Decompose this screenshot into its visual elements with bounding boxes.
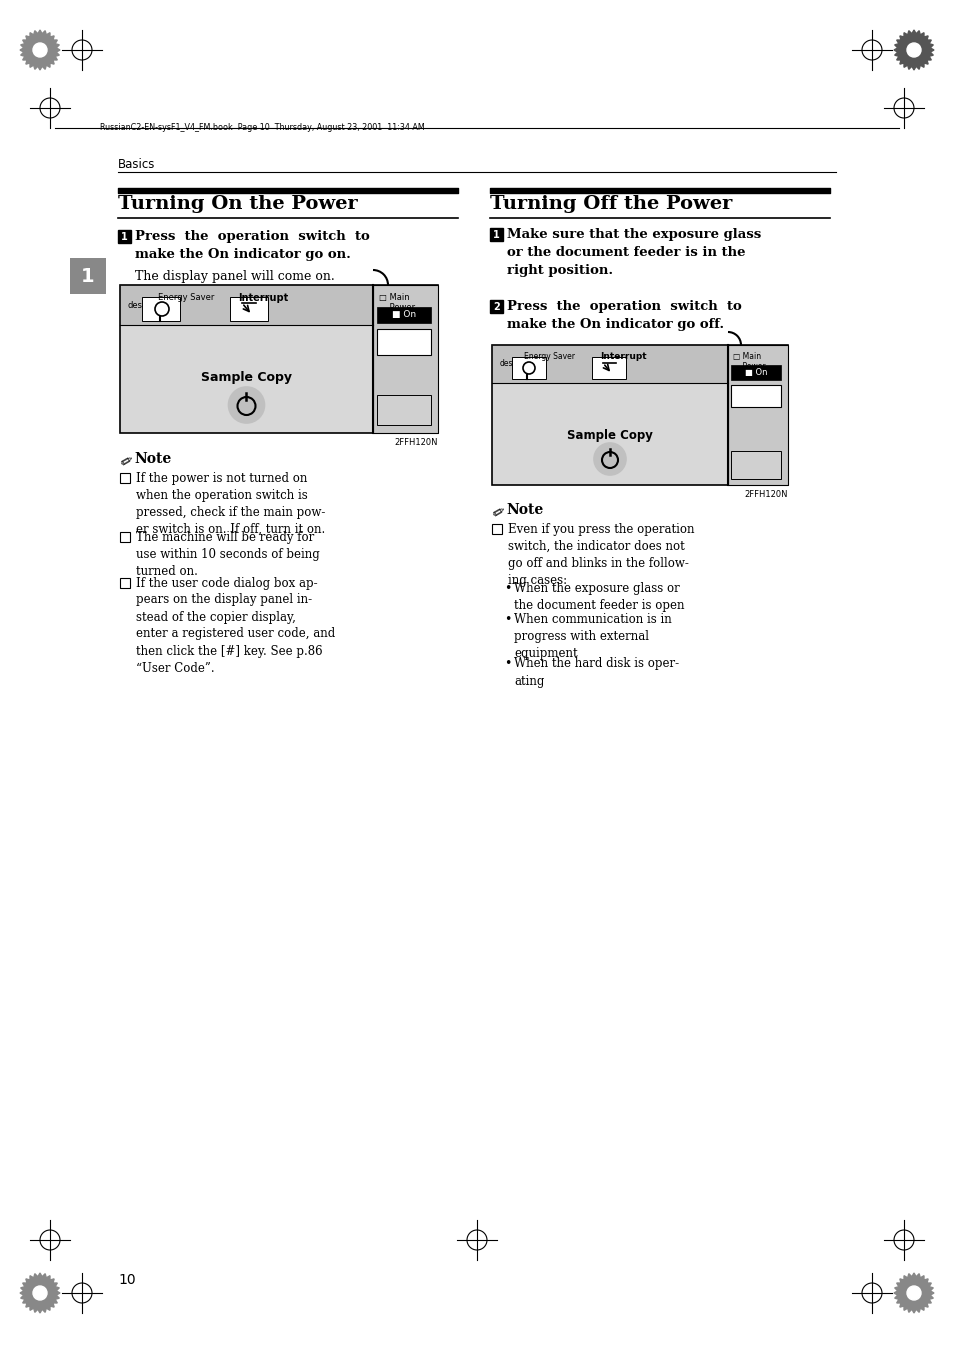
Bar — [70, 257, 106, 294]
Text: Make sure that the exposure glass
or the document feeder is in the
right positio: Make sure that the exposure glass or the… — [506, 228, 760, 276]
Circle shape — [906, 43, 920, 57]
Text: The display panel will come on.: The display panel will come on. — [135, 270, 335, 283]
Text: Interrupt: Interrupt — [237, 293, 288, 303]
Text: When the exposure glass or
the document feeder is open: When the exposure glass or the document … — [514, 582, 684, 612]
Text: 1: 1 — [121, 232, 128, 241]
Text: Press  the  operation  switch  to
make the On indicator go off.: Press the operation switch to make the O… — [506, 301, 741, 332]
Text: □ Main: □ Main — [378, 293, 409, 302]
Bar — [376, 307, 431, 324]
Bar — [492, 345, 727, 383]
Bar — [142, 297, 180, 321]
Polygon shape — [20, 1273, 60, 1313]
Text: des: des — [499, 360, 513, 368]
Text: If the user code dialog box ap-
pears on the display panel in-
stead of the copi: If the user code dialog box ap- pears on… — [136, 577, 335, 674]
Bar — [490, 228, 502, 241]
Text: The machine will be ready for
use within 10 seconds of being
turned on.: The machine will be ready for use within… — [136, 531, 319, 578]
Text: Sample Copy: Sample Copy — [201, 372, 292, 384]
Text: 10: 10 — [118, 1273, 135, 1287]
Bar — [492, 345, 787, 485]
Text: ■ On: ■ On — [744, 368, 766, 377]
Text: 2FFH120N: 2FFH120N — [743, 491, 787, 499]
Bar — [120, 284, 437, 433]
Text: Note: Note — [505, 503, 542, 518]
Text: 2FFH120N: 2FFH120N — [395, 438, 437, 448]
Bar — [730, 386, 781, 407]
Circle shape — [594, 443, 625, 474]
Circle shape — [229, 387, 264, 423]
Text: •: • — [503, 658, 511, 670]
Text: □ Main: □ Main — [732, 352, 760, 361]
Bar — [492, 524, 501, 534]
Text: Turning Off the Power: Turning Off the Power — [490, 195, 732, 213]
Text: Note: Note — [133, 452, 172, 466]
Text: des: des — [128, 301, 143, 310]
Polygon shape — [20, 30, 60, 70]
Text: Turning On the Power: Turning On the Power — [118, 195, 357, 213]
Bar — [118, 231, 131, 243]
Bar — [120, 284, 373, 325]
Text: Energy Saver: Energy Saver — [523, 352, 575, 361]
Text: 2: 2 — [493, 302, 499, 311]
Text: Basics: Basics — [118, 158, 155, 171]
Bar — [727, 345, 787, 485]
Text: •: • — [503, 582, 511, 594]
Text: If the power is not turned on
when the operation switch is
pressed, check if the: If the power is not turned on when the o… — [136, 472, 325, 537]
Bar — [120, 532, 130, 542]
Circle shape — [33, 1286, 47, 1299]
Circle shape — [906, 1286, 920, 1299]
Bar — [373, 284, 437, 433]
Text: Power: Power — [378, 303, 415, 311]
Polygon shape — [893, 1273, 933, 1313]
Circle shape — [33, 43, 47, 57]
Bar — [376, 395, 431, 425]
Bar — [730, 365, 781, 380]
Bar — [490, 301, 502, 313]
Bar — [120, 577, 130, 588]
Text: 1: 1 — [81, 267, 94, 286]
Text: Power: Power — [732, 363, 765, 371]
Text: Press  the  operation  switch  to
make the On indicator go on.: Press the operation switch to make the O… — [135, 231, 370, 262]
Text: When the hard disk is oper-
ating: When the hard disk is oper- ating — [514, 658, 679, 687]
Bar — [120, 473, 130, 483]
Polygon shape — [893, 30, 933, 70]
Text: ✏: ✏ — [118, 452, 136, 472]
Text: ✏: ✏ — [490, 503, 508, 523]
Text: When communication is in
progress with external
equipment: When communication is in progress with e… — [514, 613, 671, 661]
Text: 1: 1 — [493, 229, 499, 240]
Bar — [592, 357, 625, 379]
Bar — [730, 452, 781, 479]
Bar — [512, 357, 545, 379]
Bar — [230, 297, 268, 321]
Text: •: • — [503, 613, 511, 625]
Text: RussianC2-EN-sysF1_V4_FM.book  Page 10  Thursday, August 23, 2001  11:34 AM: RussianC2-EN-sysF1_V4_FM.book Page 10 Th… — [100, 123, 424, 132]
Text: ■ On: ■ On — [392, 310, 416, 319]
Text: Interrupt: Interrupt — [599, 352, 646, 361]
Text: Sample Copy: Sample Copy — [566, 429, 652, 442]
Bar — [376, 329, 431, 355]
Text: Even if you press the operation
switch, the indicator does not
go off and blinks: Even if you press the operation switch, … — [507, 523, 694, 586]
Text: Energy Saver: Energy Saver — [158, 293, 214, 302]
